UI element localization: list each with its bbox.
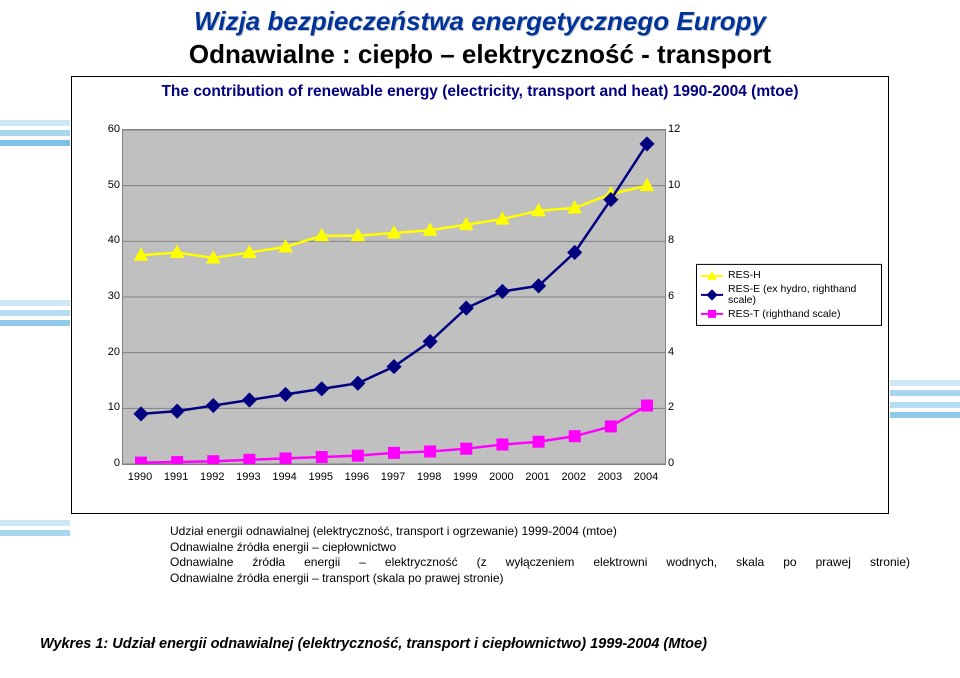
x-tick: 2001 <box>525 471 549 483</box>
x-tick: 1993 <box>236 471 260 483</box>
x-tick: 1991 <box>164 471 188 483</box>
y-right-tick: 0 <box>668 457 688 469</box>
y-right-tick: 2 <box>668 401 688 413</box>
x-tick: 2003 <box>598 471 622 483</box>
plot-area <box>122 129 666 465</box>
x-tick: 2004 <box>634 471 658 483</box>
x-tick: 1992 <box>200 471 224 483</box>
legend-item: RES-E (ex hydro, righthand scale) <box>701 282 877 307</box>
y-right-tick: 8 <box>668 234 688 246</box>
legend-label: RES-T (righthand scale) <box>728 309 840 321</box>
y-left-tick: 20 <box>100 346 120 358</box>
plot-svg <box>123 130 665 464</box>
legend-item: RES-T (righthand scale) <box>701 308 877 322</box>
page: Wizja bezpieczeństwa energetycznego Euro… <box>0 0 960 678</box>
x-tick: 1994 <box>272 471 296 483</box>
x-tick: 2000 <box>489 471 513 483</box>
y-left-tick: 50 <box>100 179 120 191</box>
y-left-tick: 40 <box>100 234 120 246</box>
note-line: Odnawialne źródła energii – ciepłownictw… <box>170 540 910 556</box>
x-tick: 1995 <box>308 471 332 483</box>
chart-container: The contribution of renewable energy (el… <box>71 76 889 514</box>
x-tick: 1997 <box>381 471 405 483</box>
page-title-line2: Odnawialne : ciepło – elektryczność - tr… <box>0 39 960 70</box>
note-line: Udział energii odnawialnej (elektrycznoś… <box>170 524 910 540</box>
y-left-tick: 10 <box>100 401 120 413</box>
x-tick: 1999 <box>453 471 477 483</box>
chart-title: The contribution of renewable energy (el… <box>72 77 888 102</box>
legend-item: RES-H <box>701 269 877 283</box>
note-line: Odnawialne źródła energii – transport (s… <box>170 571 910 587</box>
x-tick: 2002 <box>561 471 585 483</box>
y-left-tick: 30 <box>100 290 120 302</box>
legend-label: RES-E (ex hydro, righthand scale) <box>728 283 877 306</box>
legend-label: RES-H <box>728 270 761 282</box>
figure-caption: Wykres 1: Udział energii odnawialnej (el… <box>40 636 707 652</box>
y-left-tick: 60 <box>100 123 120 135</box>
plot-wrap: 0102030405060024681012199019911992199319… <box>100 129 688 483</box>
note-line: Odnawialne źródła energii – elektrycznoś… <box>170 555 910 571</box>
y-right-tick: 6 <box>668 290 688 302</box>
page-title-line1: Wizja bezpieczeństwa energetycznego Euro… <box>0 0 960 37</box>
x-tick: 1996 <box>345 471 369 483</box>
x-tick: 1990 <box>128 471 152 483</box>
y-right-tick: 10 <box>668 179 688 191</box>
y-right-tick: 12 <box>668 123 688 135</box>
y-left-tick: 0 <box>100 457 120 469</box>
y-right-tick: 4 <box>668 346 688 358</box>
x-tick: 1998 <box>417 471 441 483</box>
notes-block: Udział energii odnawialnej (elektrycznoś… <box>170 524 910 586</box>
legend: RES-HRES-E (ex hydro, righthand scale) RE… <box>696 264 882 326</box>
